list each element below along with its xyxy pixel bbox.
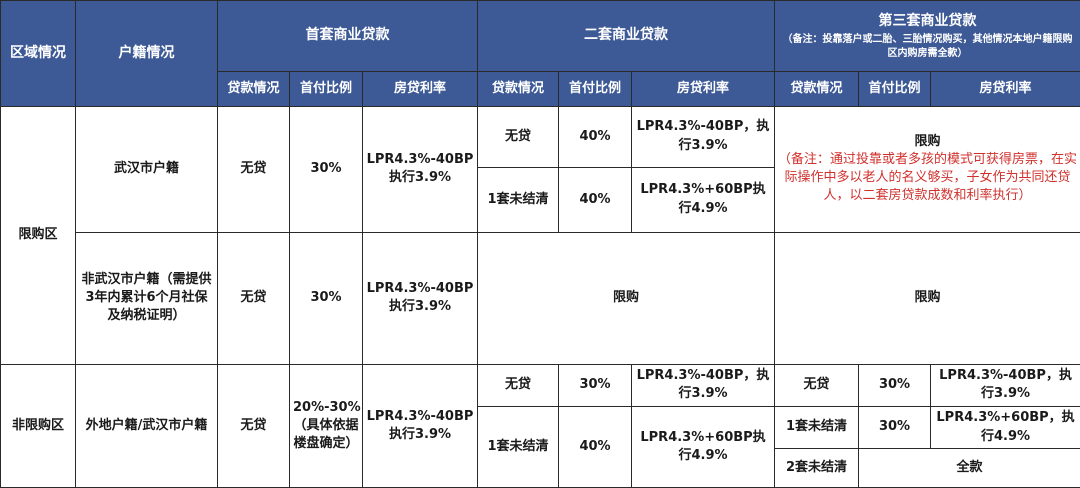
unrestricted-third-b-status: 1套未结清 [774,405,860,450]
wuhan-third-cell: 限购 （备注：通过投靠或者多孩的模式可获得房票，在实际操作中多以老人的名义够买，… [774,105,1080,233]
region-unrestricted: 非限购区 [0,363,76,488]
unrestricted-third-a-status: 无贷 [774,363,860,407]
unrestricted-third-c-value: 全款 [858,448,1080,488]
unrestricted-first-rate: LPR4.3%-40BP执行3.9% [361,363,479,488]
unrestricted-third-b-rate: LPR4.3%+60BP，执行4.9% [930,405,1080,450]
unrestricted-third-b-down: 30% [858,405,932,450]
header-third-loan-status: 贷款情况 [774,71,860,107]
non-wuhan-third: 限购 [774,231,1080,365]
wuhan-second-b-rate: LPR4.3%+60BP执行4.9% [631,166,776,233]
unrestricted-third-a-down: 30% [858,363,932,407]
hukou-non-wuhan: 非武汉市户籍（需提供3年内累计6个月社保及纳税证明） [75,231,218,365]
wuhan-first-status: 无贷 [217,105,290,233]
header-hukou: 户籍情况 [75,0,218,107]
header-first-down-payment: 首付比例 [289,71,363,107]
header-third-note: （备注：投靠落户或二胎、三胎情况购买，其他情况本地户籍限购区内购房需全款） [782,34,1073,59]
hukou-unrestricted: 外地户籍/武汉市户籍 [75,363,218,488]
wuhan-third-note: （备注：通过投靠或者多孩的模式可获得房票，在实际操作中多以老人的名义够买，子女作… [778,151,1078,204]
hukou-wuhan: 武汉市户籍 [75,105,218,233]
header-first-loan-status: 贷款情况 [217,71,290,107]
header-first-loan: 首套商业贷款 [216,0,479,73]
wuhan-second-b-down: 40% [558,166,633,233]
unrestricted-third-c-status: 2套未结清 [774,448,860,488]
header-first-rate: 房贷利率 [361,71,479,107]
wuhan-first-rate: LPR4.3%-40BP执行3.9% [361,105,479,233]
unrestricted-second-a-status: 无贷 [477,363,560,407]
wuhan-third-title: 限购 [914,133,941,149]
unrestricted-first-down: 20%-30%（具体依据楼盘确定） [289,363,363,488]
unrestricted-second-b-status: 1套未结清 [477,405,560,488]
wuhan-second-a-rate: LPR4.3%-40BP，执行3.9% [631,105,776,168]
header-third-down-payment: 首付比例 [858,71,932,107]
non-wuhan-second: 限购 [477,231,776,365]
header-region: 区域情况 [0,0,76,107]
unrestricted-third-a-rate: LPR4.3%-40BP，执行3.9% [930,363,1080,407]
wuhan-second-a-status: 无贷 [477,105,560,168]
header-third-rate: 房贷利率 [930,71,1080,107]
header-second-rate: 房贷利率 [631,71,776,107]
non-wuhan-first-status: 无贷 [217,231,290,365]
header-second-down-payment: 首付比例 [558,71,633,107]
unrestricted-second-a-down: 30% [558,363,633,407]
header-second-loan-status: 贷款情况 [477,71,560,107]
unrestricted-second-a-rate: LPR4.3%-40BP，执行3.9% [631,363,776,407]
non-wuhan-first-rate: LPR4.3%-40BP执行3.9% [361,231,479,365]
unrestricted-second-b-down: 40% [558,405,633,488]
header-third-loan: 第三套商业贷款 （备注：投靠落户或二胎、三胎情况购买，其他情况本地户籍限购区内购… [774,0,1080,73]
wuhan-first-down: 30% [289,105,363,233]
unrestricted-first-status: 无贷 [217,363,290,488]
header-third-title: 第三套商业贷款 [878,12,977,29]
header-second-loan: 二套商业贷款 [477,0,776,73]
region-restricted: 限购区 [0,105,76,365]
wuhan-second-a-down: 40% [558,105,633,168]
wuhan-second-b-status: 1套未结清 [477,166,560,233]
unrestricted-second-b-rate: LPR4.3%+60BP执行4.9% [631,405,776,488]
non-wuhan-first-down: 30% [289,231,363,365]
